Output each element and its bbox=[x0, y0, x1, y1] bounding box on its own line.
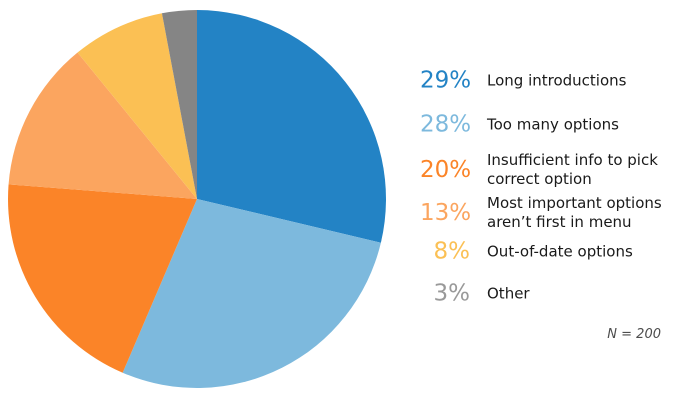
legend-label: Insufficient info to pick correct option bbox=[487, 151, 658, 188]
sample-size-note: N = 200 bbox=[607, 327, 661, 342]
pie-slice-6 bbox=[161, 10, 197, 199]
pie-slice-4 bbox=[8, 52, 197, 200]
legend-percent: 28% bbox=[420, 111, 472, 138]
legend-item: 13% Most important options aren’t first … bbox=[420, 194, 670, 232]
pie-slice-2 bbox=[122, 199, 381, 388]
legend-item: 20% Insufficient info to pick correct op… bbox=[420, 151, 670, 189]
pie-slice-5 bbox=[77, 13, 197, 200]
legend-label: Most important options aren’t first in m… bbox=[487, 194, 662, 231]
legend-item: 28% Too many options bbox=[420, 111, 670, 138]
pie-slice-1 bbox=[197, 10, 386, 243]
legend-percent: 3% bbox=[433, 280, 471, 307]
legend-item: 29% Long introductions bbox=[420, 67, 670, 94]
pie-slice-3 bbox=[8, 184, 197, 373]
legend-label: Too many options bbox=[487, 115, 619, 134]
legend-label: Out-of-date options bbox=[487, 242, 633, 261]
legend-percent: 13% bbox=[420, 199, 472, 226]
legend-percent: 29% bbox=[420, 67, 472, 94]
legend-item: 8% Out-of-date options bbox=[420, 238, 670, 265]
legend-percent: 8% bbox=[433, 238, 471, 265]
legend-percent: 20% bbox=[420, 156, 472, 183]
legend-item: 3% Other bbox=[420, 280, 670, 307]
legend-label: Other bbox=[487, 284, 530, 303]
legend-label: Long introductions bbox=[487, 71, 627, 90]
